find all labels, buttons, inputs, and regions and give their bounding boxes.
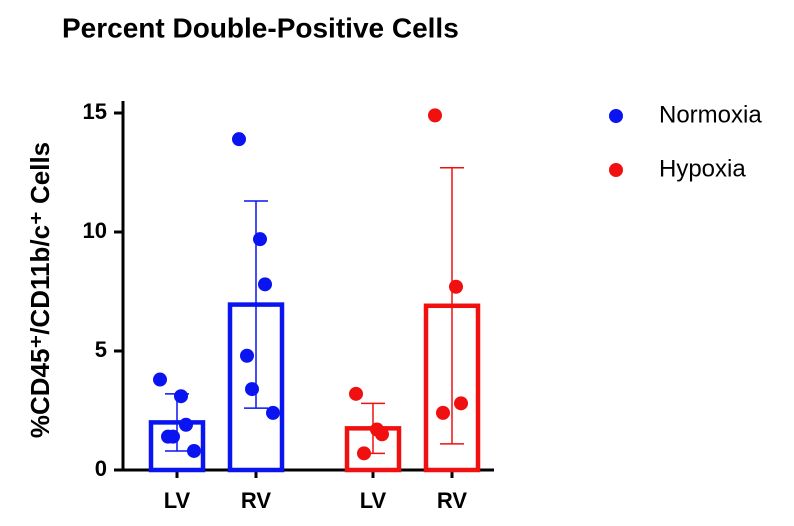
- data-point: [266, 405, 280, 420]
- data-point: [357, 446, 371, 461]
- legend-label: Normoxia: [659, 101, 762, 128]
- data-point: [258, 277, 272, 292]
- data-point: [449, 279, 463, 294]
- legend-label: Hypoxia: [659, 155, 746, 182]
- y-tick-label: 15: [83, 99, 107, 124]
- x-tick-label: RV: [241, 488, 271, 513]
- data-point: [253, 232, 267, 247]
- y-tick-label: 0: [95, 456, 107, 481]
- data-point: [428, 108, 442, 123]
- chart-title: Percent Double-Positive Cells: [62, 12, 459, 43]
- data-point: [349, 386, 363, 401]
- data-point: [174, 389, 188, 404]
- x-tick-label: LV: [360, 488, 387, 513]
- legend-marker: [609, 109, 623, 123]
- data-point: [436, 405, 450, 420]
- x-tick-label: RV: [437, 488, 467, 513]
- x-tick-label: LV: [164, 488, 191, 513]
- data-point: [179, 417, 193, 432]
- y-tick-label: 10: [83, 218, 107, 243]
- data-point: [153, 372, 167, 387]
- data-point: [375, 427, 389, 442]
- data-point: [187, 443, 201, 458]
- y-tick-label: 5: [95, 337, 107, 362]
- data-point: [454, 396, 468, 411]
- data-point: [166, 429, 180, 444]
- data-point: [232, 132, 246, 147]
- y-axis-label: %CD45⁺/CD11b/c⁺ Cells: [25, 142, 55, 438]
- data-point: [240, 348, 254, 363]
- legend-marker: [609, 163, 623, 177]
- data-point: [245, 382, 259, 397]
